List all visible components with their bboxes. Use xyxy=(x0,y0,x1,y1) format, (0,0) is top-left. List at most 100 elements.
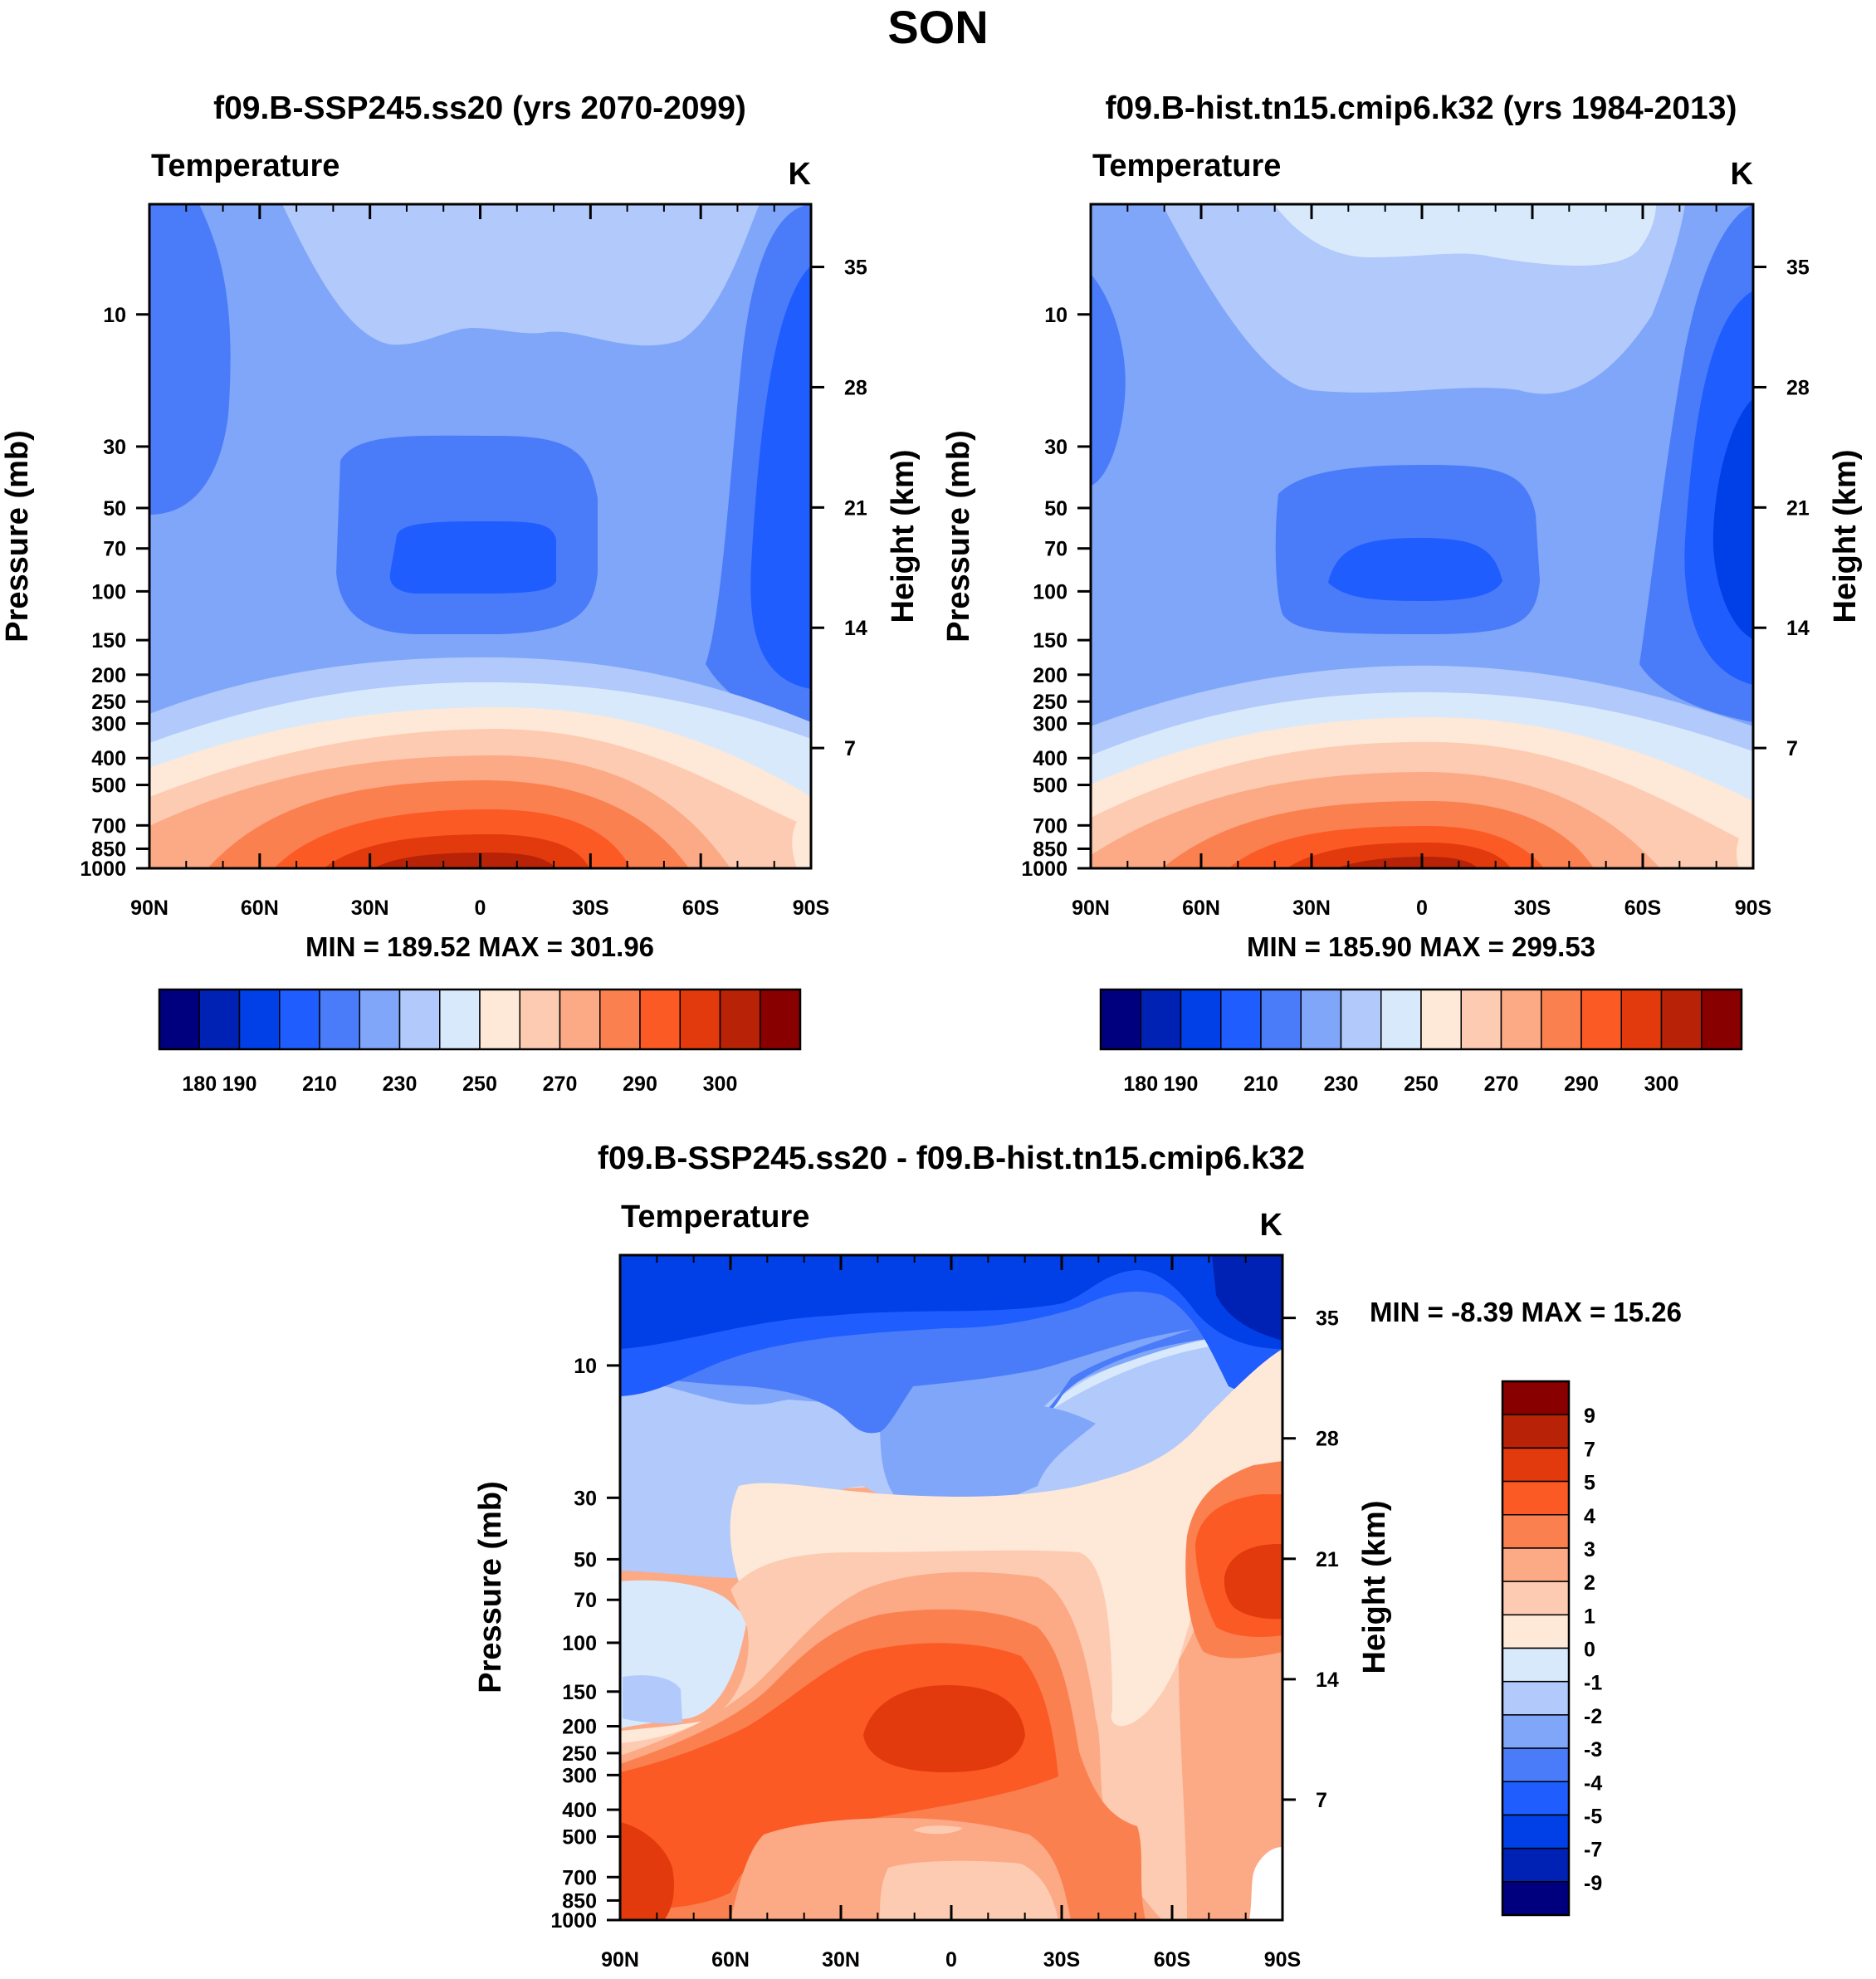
panel-hist-colorbar: 180 190 210 230 250 270 290 300 xyxy=(1099,988,1743,1096)
colorbar-label: -4 xyxy=(1584,1771,1602,1795)
colorbar-swatch xyxy=(238,989,281,1050)
contour-band xyxy=(620,1822,674,1920)
colorbar-swatch xyxy=(1502,1747,1570,1782)
y-right-tick-label: 14 xyxy=(844,617,867,640)
colorbar-label: 250 xyxy=(462,1073,497,1096)
y-tick-label: 250 xyxy=(562,1742,597,1766)
colorbar-swatch xyxy=(679,989,721,1050)
y-right-tick-label: 28 xyxy=(844,376,867,399)
colorbar-swatch xyxy=(1180,989,1222,1050)
colorbar-swatch xyxy=(1502,1480,1570,1516)
colorbar-swatch xyxy=(319,989,360,1050)
y-tick-label: 850 xyxy=(562,1889,597,1913)
colorbar-swatch xyxy=(1100,989,1141,1050)
colorbar-frame xyxy=(158,988,802,1051)
y-right-tick-label: 35 xyxy=(844,257,867,280)
colorbar-swatch xyxy=(398,989,441,1050)
colorbar-label: 270 xyxy=(1484,1073,1519,1096)
y-tick-label: 70 xyxy=(574,1589,597,1612)
colorbar-label: 230 xyxy=(383,1073,418,1096)
panel-diff-ylabel-right: Height (km) xyxy=(1357,1501,1392,1674)
y-tick-label: 200 xyxy=(91,664,126,687)
colorbar-swatch xyxy=(1502,1447,1570,1483)
y-right-tick-label: 7 xyxy=(1786,737,1798,760)
colorbar-swatch xyxy=(1502,1547,1570,1582)
colorbar-swatch xyxy=(1502,1380,1570,1415)
colorbar-label: 5 xyxy=(1584,1472,1595,1495)
contour-band xyxy=(623,1675,682,1724)
panel-ssp-colorbar: 180 190 210 230 250 270 290 300 xyxy=(158,988,802,1096)
colorbar-label: 270 xyxy=(543,1073,578,1096)
y-right-tick-label: 21 xyxy=(1316,1548,1339,1571)
panel-diff-axes: 90N 60N 30N 0 30S 60S 90S103050701001502002503… xyxy=(550,1255,1339,1972)
y-tick-label: 300 xyxy=(562,1764,597,1787)
x-tick-label: 60N xyxy=(241,897,279,920)
colorbar-swatch xyxy=(1502,1814,1570,1850)
y-tick-label: 10 xyxy=(103,304,126,327)
contour-band xyxy=(1712,398,1753,639)
y-tick-label: 1000 xyxy=(550,1909,597,1933)
panel-hist-axes: 90N 60N 30N 0 30S 60S 90S103050701001502002503… xyxy=(1021,204,1810,920)
colorbar-label: 0 xyxy=(1584,1639,1595,1662)
y-tick-label: 30 xyxy=(103,436,126,459)
colorbar-label: 7 xyxy=(1584,1438,1595,1461)
x-tick-label: 30N xyxy=(1292,897,1331,920)
x-tick-label: 30N xyxy=(351,897,389,920)
y-tick-label: 150 xyxy=(1033,629,1067,652)
y-tick-label: 150 xyxy=(562,1681,597,1704)
contour-band xyxy=(620,1255,1282,1349)
y-tick-label: 300 xyxy=(1033,713,1067,736)
y-tick-label: 400 xyxy=(562,1799,597,1822)
colorbar-swatch xyxy=(479,989,520,1050)
y-tick-label: 300 xyxy=(91,713,126,736)
panel-hist-title: f09.B-hist.tn15.cmip6.k32 (yrs 1984-2013… xyxy=(1106,90,1737,126)
x-tick-label: 30S xyxy=(1514,897,1551,920)
colorbar-swatch xyxy=(1460,989,1502,1050)
y-right-tick-label: 28 xyxy=(1316,1428,1339,1451)
y-tick-label: 250 xyxy=(91,691,126,714)
x-tick-label: 90S xyxy=(793,897,829,920)
y-tick-label: 1000 xyxy=(80,858,126,881)
panel-hist-variable: Temperature xyxy=(1092,149,1281,183)
y-tick-label: 400 xyxy=(91,747,126,770)
y-right-tick-label: 14 xyxy=(1786,617,1810,640)
colorbar-label: 300 xyxy=(1644,1073,1679,1096)
colorbar-frame xyxy=(1099,988,1743,1051)
y-tick-label: 50 xyxy=(574,1548,597,1571)
y-tick-label: 30 xyxy=(1044,436,1067,459)
contour-band xyxy=(863,1685,1025,1772)
y-right-tick-label: 7 xyxy=(1316,1789,1327,1812)
colorbar-label: 230 xyxy=(1324,1073,1359,1096)
colorbar-label: 290 xyxy=(623,1073,657,1096)
panel-diff-stats: MIN = -8.39 MAX = 15.26 xyxy=(1370,1297,1682,1327)
panel-diff-units: K xyxy=(1260,1208,1283,1243)
colorbar-swatch xyxy=(1420,989,1462,1050)
y-tick-label: 100 xyxy=(91,580,126,603)
colorbar-label: 4 xyxy=(1584,1505,1595,1528)
colorbar-label: 9 xyxy=(1584,1405,1595,1428)
colorbar-swatch xyxy=(198,989,241,1050)
colorbar-swatch xyxy=(159,989,200,1050)
x-tick-label: 90S xyxy=(1264,1948,1301,1972)
colorbar-swatch xyxy=(1220,989,1262,1050)
x-tick-label: 60N xyxy=(1182,897,1220,920)
x-tick-label: 30S xyxy=(572,897,608,920)
panel-hist-units: K xyxy=(1731,157,1754,192)
y-right-tick-label: 7 xyxy=(844,737,856,760)
colorbar-swatch xyxy=(1701,989,1742,1050)
y-right-tick-label: 28 xyxy=(1786,376,1810,399)
x-tick-label: 30S xyxy=(1043,1948,1080,1972)
colorbar-swatch xyxy=(599,989,641,1050)
panel-ssp-contour-field xyxy=(149,204,811,868)
panel-ssp-units: K xyxy=(789,157,812,192)
y-tick-label: 30 xyxy=(574,1487,597,1510)
y-tick-label: 850 xyxy=(91,838,126,861)
y-tick-label: 200 xyxy=(562,1716,597,1739)
colorbar-label: 3 xyxy=(1584,1538,1595,1561)
colorbar-swatch xyxy=(1502,1781,1570,1816)
contour-band xyxy=(149,204,231,515)
colorbar-swatch xyxy=(1500,989,1542,1050)
colorbar-label: 180 xyxy=(1123,1073,1158,1096)
y-tick-label: 50 xyxy=(1044,497,1067,520)
panel-diff: f09.B-SSP245.ss20 - f09.B-hist.tn15.cmip… xyxy=(473,1141,1682,1972)
